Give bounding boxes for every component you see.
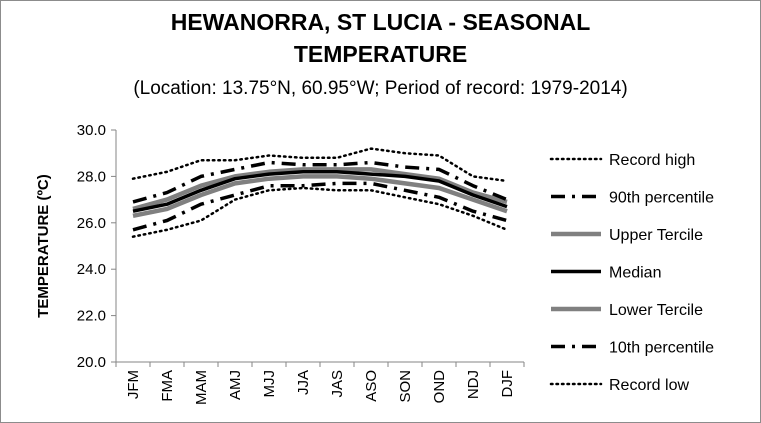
chart-subtitle: (Location: 13.75°N, 60.95°W; Period of r… [133,78,628,99]
x-tick-label: JFM [125,370,142,399]
y-axis-label: TEMPERATURE (ºC) [35,174,52,318]
y-tick-label: 24.0 [77,261,106,278]
x-tick-label: MAM [193,370,210,405]
x-tick-label: DJF [499,370,516,398]
x-tick-label: JAS [329,370,346,398]
chart-title-line2: TEMPERATURE [293,41,468,67]
series-line-10th-percentile [132,181,508,232]
x-tick-label: MJJ [261,370,278,398]
x-tick-label: NDJ [465,370,482,399]
chart-title: HEWANORRA, ST LUCIA - SEASONAL TEMPERATU… [0,6,761,70]
series-line-median [132,170,508,213]
legend-label: Median [609,265,661,282]
x-tick-label: OND [431,370,448,404]
legend-label: Lower Tercile [609,302,703,319]
y-tick-label: 30.0 [77,122,106,139]
y-tick-label: 28.0 [77,168,106,185]
y-tick-label: 20.0 [77,354,106,371]
series-line-90th-percentile [132,160,508,204]
legend-label: 90th percentile [609,190,714,207]
y-tick-label: 22.0 [77,308,106,325]
chart-title-line1: HEWANORRA, ST LUCIA - SEASONAL [170,9,591,35]
legend-label: 10th percentile [609,340,714,357]
x-tick-label: JJA [295,370,312,395]
y-tick-label: 26.0 [77,215,106,232]
x-tick-label: FMA [159,370,176,402]
x-tick-label: ASO [363,370,380,402]
series-line-upper-tercile [132,167,508,212]
x-tick-label: SON [397,370,414,403]
x-tick-label: AMJ [227,370,244,400]
series-layer [131,147,509,238]
legend-label: Upper Tercile [609,227,703,244]
series-line-lower-tercile [132,174,508,219]
legend-label: Record low [609,377,689,394]
legend-label: Record high [609,152,695,169]
chart-legend: Record high 90th percentile Upper Tercile M… [549,152,714,394]
chart-axes: 20.0 22.0 24.0 26.0 28.0 30.0 JFM FMA MAM AMJ MJJ J… [35,122,525,405]
